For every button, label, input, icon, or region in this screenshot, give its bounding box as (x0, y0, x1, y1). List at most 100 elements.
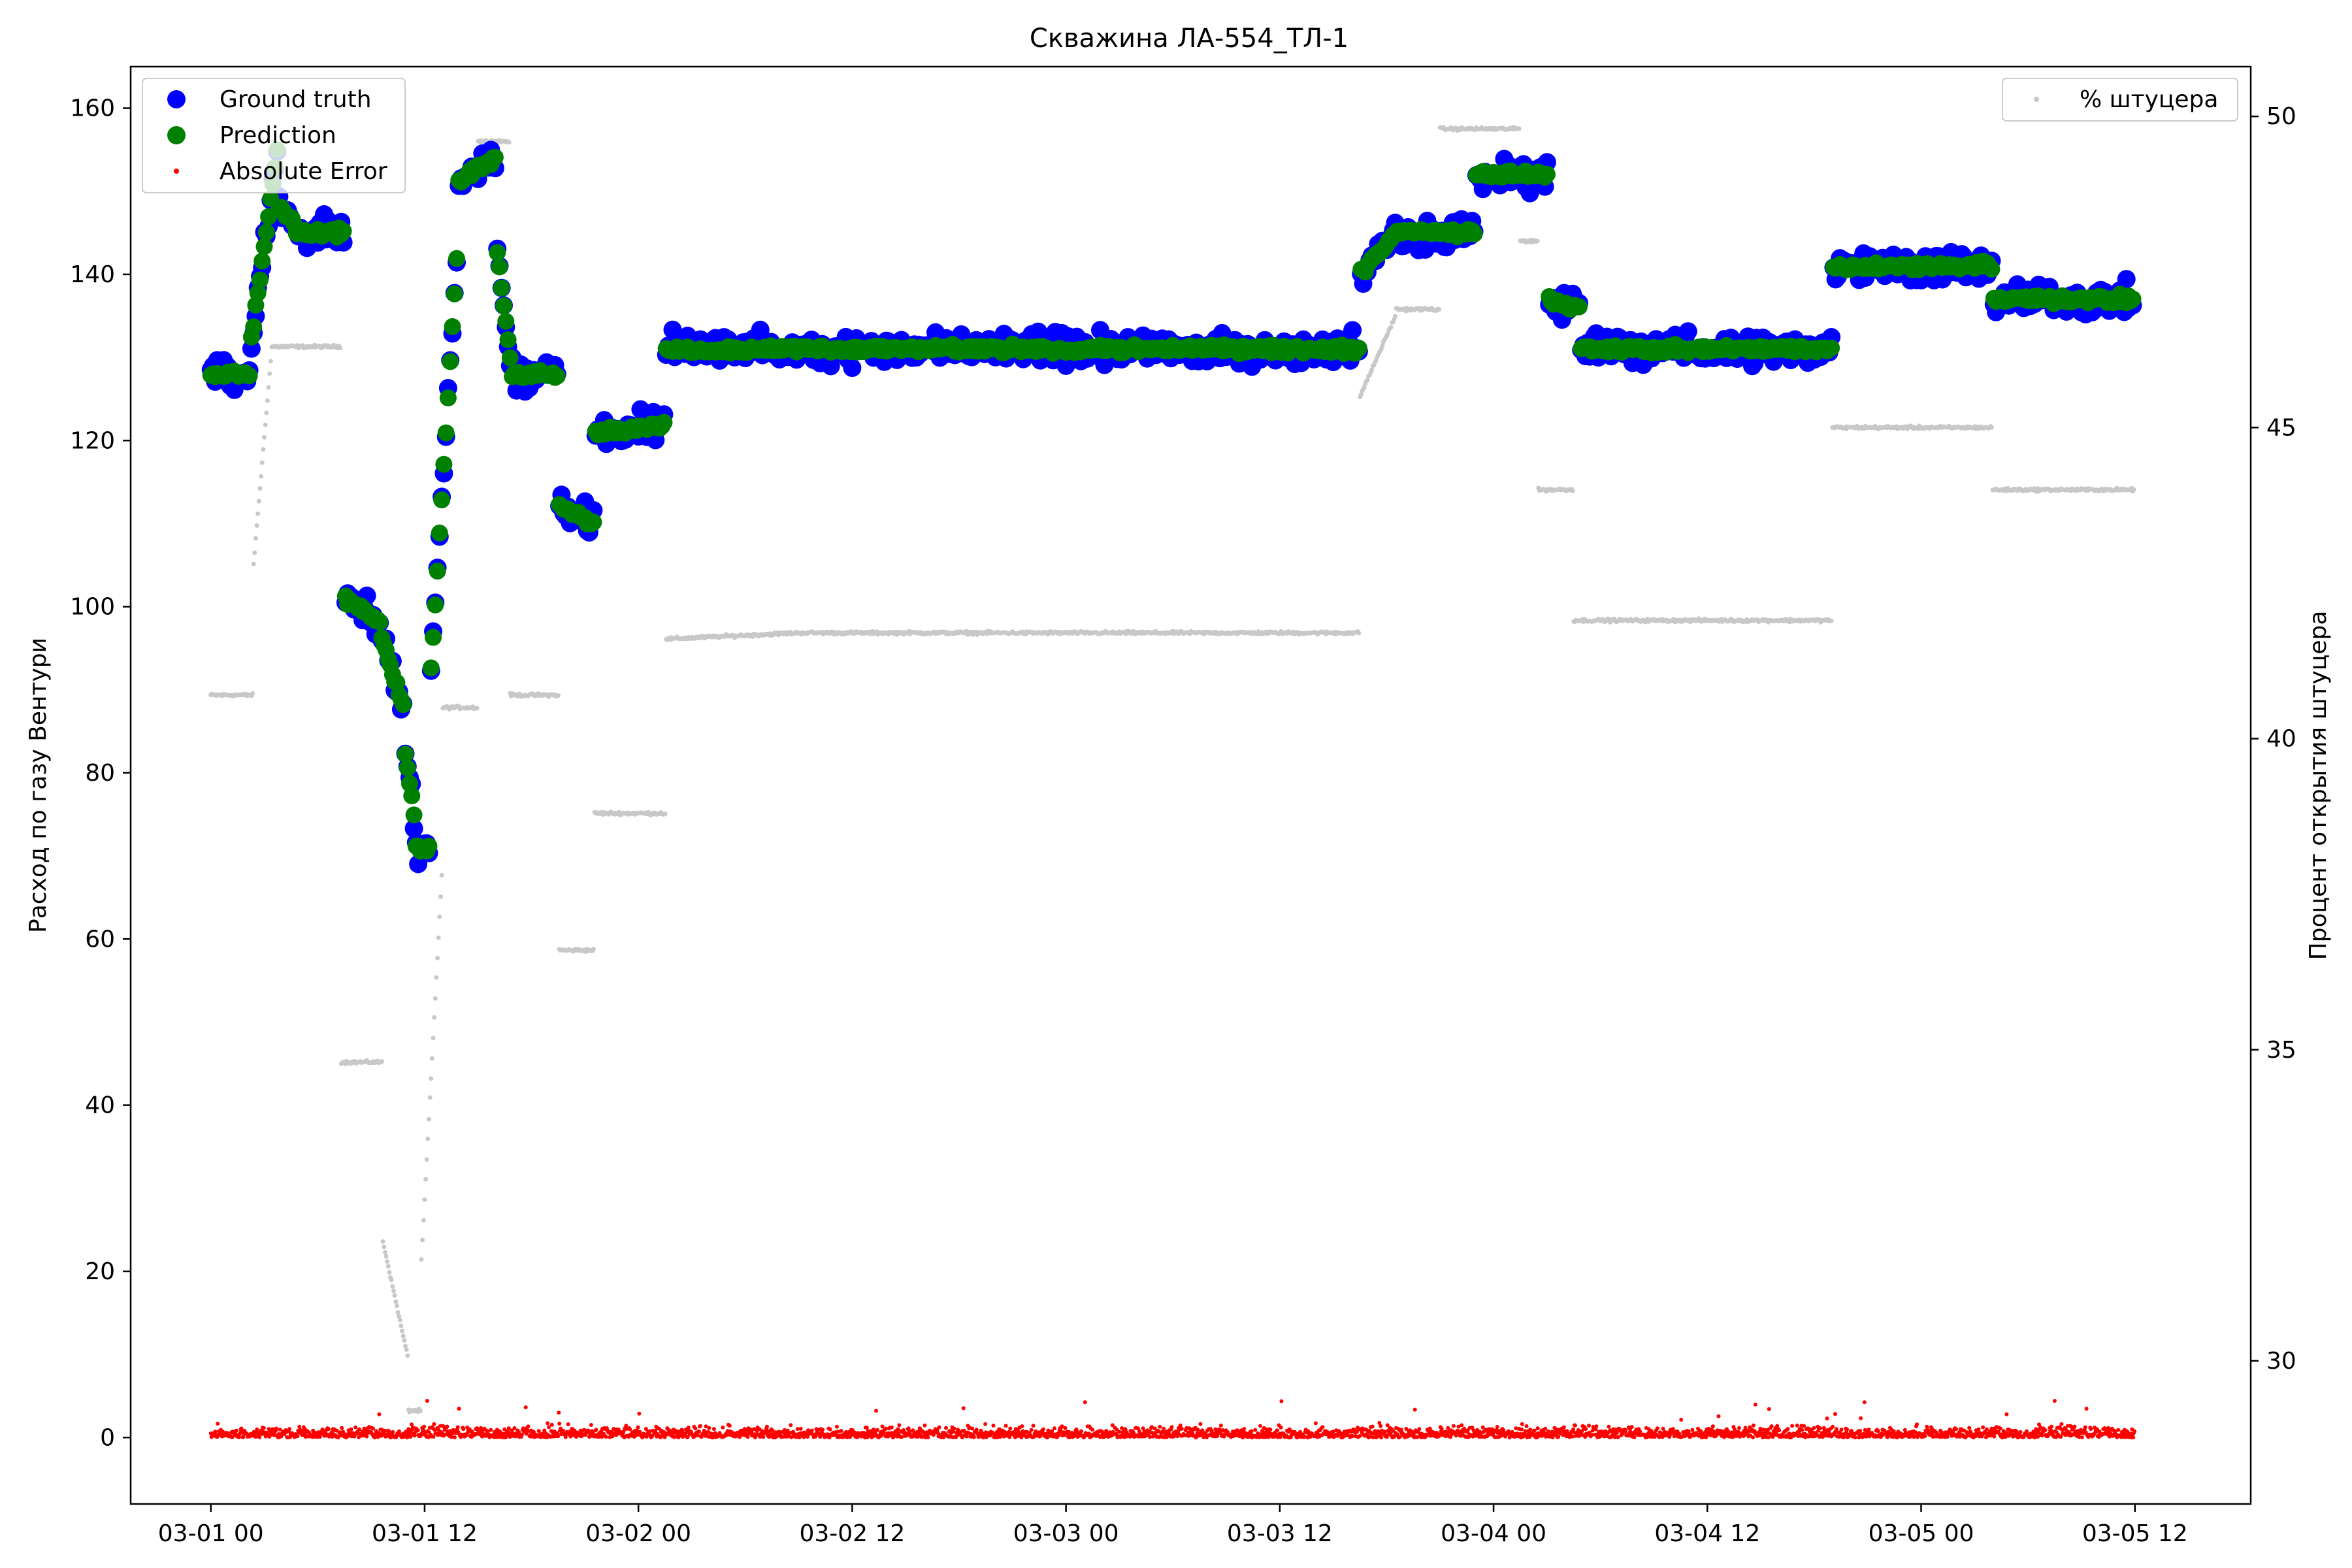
abs-error-point (1031, 1424, 1036, 1428)
choke-point (257, 486, 263, 491)
abs-error-point (274, 1426, 278, 1431)
abs-error-point (821, 1428, 825, 1432)
choke-point (391, 1288, 396, 1294)
choke-point (1393, 314, 1397, 319)
choke-point (591, 947, 596, 952)
choke-point (405, 1353, 410, 1358)
choke-point (338, 346, 343, 350)
abs-error-point (1063, 1426, 1068, 1430)
choke-point (259, 460, 265, 465)
prediction-point (1823, 339, 1840, 357)
prediction-point (446, 285, 463, 302)
abs-error-point (923, 1423, 927, 1428)
choke-point (382, 1245, 387, 1250)
abs-error-point (523, 1405, 528, 1410)
prediction-point (497, 312, 515, 330)
prediction-point (489, 244, 506, 261)
abs-error-point (357, 1427, 361, 1431)
prediction-point (437, 424, 455, 442)
prediction-point (245, 318, 263, 336)
abs-error-point (255, 1427, 259, 1431)
choke-point (420, 1237, 425, 1243)
abs-error-point (636, 1425, 640, 1429)
abs-error-point (340, 1426, 344, 1430)
choke-point (425, 1136, 431, 1141)
choke-point (385, 1264, 391, 1269)
abs-error-point (432, 1422, 436, 1426)
abs-error-point (765, 1424, 769, 1429)
prediction-point (499, 331, 517, 348)
abs-error-point (257, 1435, 262, 1439)
abs-error-point (906, 1426, 911, 1431)
choke-point (1829, 618, 1834, 623)
prediction-point (395, 696, 412, 713)
prediction-point (1571, 298, 1588, 316)
abs-error-point (711, 1427, 716, 1431)
abs-error-point (874, 1409, 879, 1413)
abs-error-point (761, 1435, 766, 1439)
choke-point (393, 1299, 399, 1304)
choke-point (384, 1254, 389, 1259)
choke-point (1437, 307, 1442, 312)
choke-point (395, 1310, 400, 1315)
choke-point (382, 1250, 387, 1255)
choke-point (399, 1323, 404, 1328)
abs-error-point (526, 1424, 531, 1429)
prediction-point (422, 659, 440, 677)
prediction-point (403, 787, 421, 804)
prediction-point (448, 250, 465, 267)
choke-point (387, 1270, 392, 1275)
abs-error-point (370, 1426, 375, 1431)
abs-error-point (789, 1423, 793, 1428)
abs-error-point (926, 1435, 930, 1440)
prediction-point (1465, 225, 1483, 242)
choke-point (252, 550, 257, 555)
prediction-point (257, 223, 275, 241)
prediction-point (252, 271, 269, 289)
abs-error-point (489, 1428, 493, 1432)
prediction-point (491, 258, 508, 276)
abs-error-point (241, 1435, 246, 1439)
abs-error-point (287, 1435, 292, 1439)
prediction-point (399, 759, 416, 777)
prediction-point (425, 629, 442, 646)
choke-point (1365, 378, 1370, 383)
abs-error-point (216, 1422, 220, 1426)
abs-error-point (745, 1435, 750, 1439)
abs-error-point (991, 1424, 996, 1428)
abs-error-point (549, 1422, 554, 1427)
choke-point (400, 1333, 406, 1339)
prediction-point (397, 745, 414, 763)
choke-point (506, 140, 512, 145)
abs-error-point (952, 1426, 956, 1431)
abs-error-point (1053, 1426, 1056, 1431)
abs-error-point (798, 1426, 803, 1431)
choke-point (474, 706, 480, 711)
abs-error-point (455, 1425, 460, 1429)
abs-error-point (327, 1427, 331, 1431)
abs-error-point (342, 1431, 346, 1435)
abs-error-point (828, 1427, 832, 1431)
prediction-point (255, 238, 273, 255)
prediction-point (433, 491, 451, 509)
abs-error-point (1056, 1433, 1061, 1437)
abs-error-point (637, 1411, 642, 1416)
abs-error-point (889, 1425, 894, 1429)
prediction-point (253, 252, 271, 270)
choke-point (263, 422, 268, 427)
abs-error-point (452, 1435, 457, 1439)
choke-point (1356, 630, 1362, 636)
choke-point (439, 873, 444, 877)
abs-error-point (261, 1426, 266, 1430)
prediction-point (429, 563, 446, 580)
prediction-point (439, 389, 457, 406)
choke-point (1380, 343, 1385, 348)
choke-point (268, 359, 273, 364)
choke-point (1388, 325, 1394, 330)
choke-point (433, 996, 438, 1001)
choke-point (2131, 487, 2136, 492)
abs-error-point (638, 1429, 642, 1434)
choke-point (421, 1218, 426, 1223)
choke-point (1385, 331, 1390, 336)
abs-error-point (278, 1428, 282, 1432)
